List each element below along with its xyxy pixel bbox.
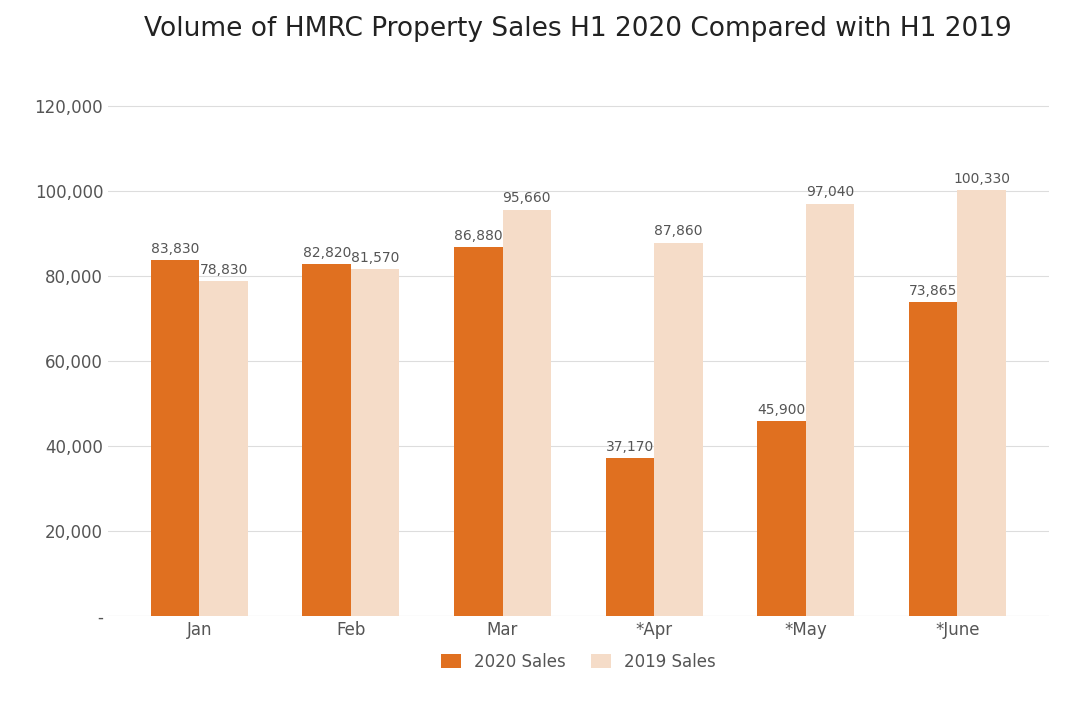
Text: 82,820: 82,820: [303, 246, 351, 260]
Text: 73,865: 73,865: [909, 284, 958, 298]
Bar: [654, 243, 703, 616]
Bar: [757, 421, 805, 616]
Text: 37,170: 37,170: [605, 440, 654, 454]
Bar: [351, 270, 400, 616]
Bar: [151, 260, 199, 616]
Bar: [303, 264, 351, 616]
Bar: [454, 247, 503, 616]
Text: 45,900: 45,900: [758, 403, 805, 417]
Bar: [199, 281, 248, 616]
Text: 81,570: 81,570: [351, 251, 399, 266]
Text: 83,830: 83,830: [151, 241, 199, 256]
Text: 78,830: 78,830: [199, 263, 248, 277]
Bar: [503, 210, 551, 616]
Bar: [605, 458, 654, 616]
Text: 100,330: 100,330: [953, 171, 1010, 185]
Text: 97,040: 97,040: [805, 185, 854, 200]
Text: 87,860: 87,860: [654, 224, 703, 239]
Legend: 2020 Sales, 2019 Sales: 2020 Sales, 2019 Sales: [432, 645, 724, 680]
Text: 86,880: 86,880: [454, 229, 503, 243]
Bar: [909, 302, 958, 616]
Bar: [805, 204, 854, 616]
Bar: [958, 190, 1005, 616]
Title: Volume of HMRC Property Sales H1 2020 Compared with H1 2019: Volume of HMRC Property Sales H1 2020 Co…: [145, 16, 1012, 42]
Text: 95,660: 95,660: [503, 191, 551, 205]
